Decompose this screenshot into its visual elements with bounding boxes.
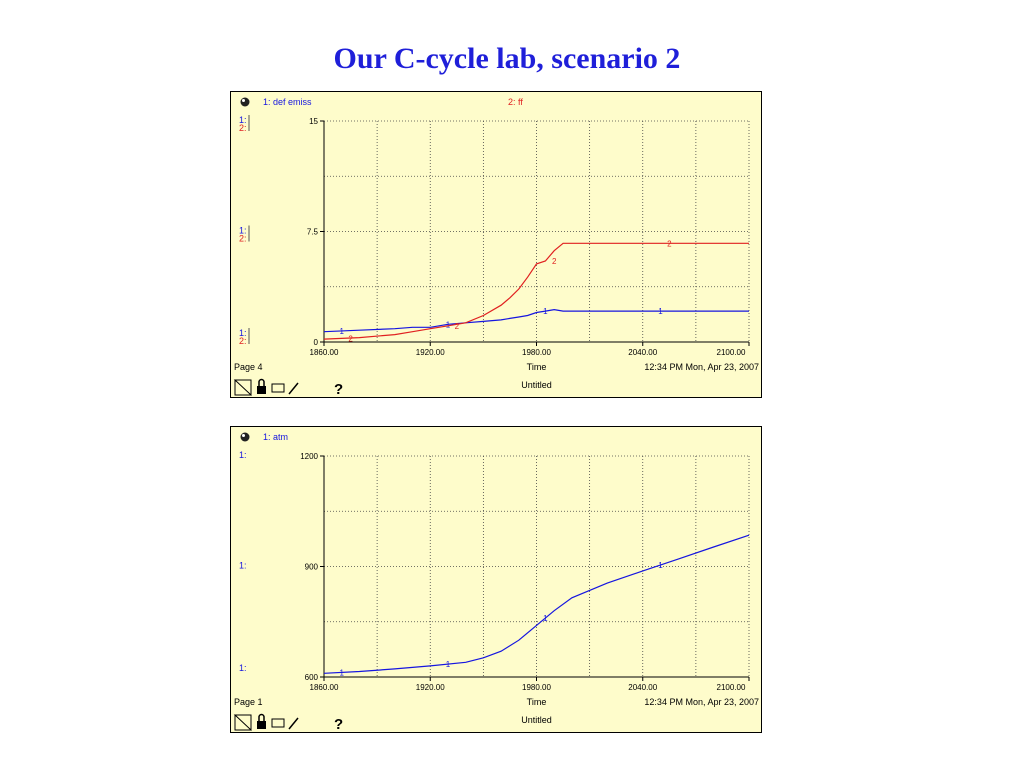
chart-def-emiss-ff: 1: def emiss 2: ff1:2:1:2:1:2:157.501860.… [233, 97, 759, 398]
print-icon [271, 383, 285, 393]
help-icon: ? [334, 381, 343, 398]
page-turn-icon [233, 714, 252, 732]
graph-subtitle: Untitled [521, 715, 552, 725]
graph-subtitle: Untitled [521, 380, 552, 390]
scale-label-s2-0: 2: [239, 123, 247, 133]
graph-pad-icon [240, 97, 250, 107]
y-tick-label-2: 0 [314, 338, 319, 347]
graph-pad-icon-highlight [242, 99, 245, 102]
graph-panel-page-4: 1: def emiss 2: ff 1: 2: 1: 2: 1: 2: 15 7.5 0 1860.… [230, 91, 762, 398]
y-tick-label-1: 7.5 [307, 228, 319, 237]
scale-label-s2-2: 2: [239, 336, 247, 346]
y-tick-label-0: 1200 [300, 452, 318, 461]
series-line-2 [323, 242, 749, 340]
series-marker-2-3: 2 [667, 239, 672, 248]
lock-icon-shackle [258, 378, 265, 386]
series-marker-1-1: 1 [446, 660, 451, 669]
scale-label-s1-0: 1: [239, 115, 247, 125]
page-label: Page 4 [234, 362, 263, 372]
series-line-1 [323, 308, 749, 333]
series-marker-1-2: 1 [543, 614, 548, 623]
magic-wand-icon [288, 382, 299, 395]
page-label: Page 1 [234, 697, 263, 707]
x-tick-label-1: 1920.00 [416, 348, 445, 357]
scale-label-s1-2: 1: [239, 328, 247, 338]
x-tick-label-3: 2040.00 [628, 348, 657, 357]
print-icon [271, 718, 285, 728]
magic-wand-icon [288, 717, 299, 730]
slide-title: Our C-cycle lab, scenario 2 [333, 42, 681, 75]
lock-icon [257, 386, 266, 394]
x-tick-label-0: 1860.00 [310, 683, 339, 692]
series-title-1: 1: atm [263, 432, 288, 442]
lock-icon-shackle [258, 713, 265, 721]
series-marker-1-0: 1 [339, 668, 344, 677]
scale-label-s2-1: 2: [239, 234, 247, 244]
x-axis-label: Time [527, 362, 547, 372]
x-tick-label-2: 1980.00 [522, 683, 551, 692]
x-tick-label-3: 2040.00 [628, 683, 657, 692]
timestamp: 12:34 PM Mon, Apr 23, 2007 [644, 697, 759, 707]
x-tick-label-2: 1980.00 [522, 348, 551, 357]
scale-label-s1-2: 1: [239, 663, 247, 673]
y-tick-label-1: 900 [305, 563, 319, 572]
timestamp: 12:34 PM Mon, Apr 23, 2007 [644, 362, 759, 372]
graph-panel-page-1: 1: atm 1: 1: 1: 1200 900 600 1860.00 1920.00 1980… [230, 426, 762, 733]
x-tick-label-4: 2100.00 [717, 683, 746, 692]
x-axis-label: Time [527, 697, 547, 707]
page-turn-icon [233, 379, 252, 397]
series-marker-2-0: 2 [348, 334, 353, 343]
series-marker-1-3: 1 [658, 307, 663, 316]
scale-label-s1-1: 1: [239, 226, 247, 236]
x-tick-label-4: 2100.00 [717, 348, 746, 357]
scale-label-s1-1: 1: [239, 561, 247, 571]
series-marker-1-2: 1 [543, 307, 548, 316]
series-marker-2-2: 2 [552, 257, 557, 266]
x-tick-label-1: 1920.00 [416, 683, 445, 692]
series-marker-1-1: 1 [446, 320, 451, 329]
graph-pad-icon-highlight [242, 434, 245, 437]
series-marker-2-1: 2 [455, 322, 460, 331]
graph-pad-icon [240, 432, 250, 442]
series-title-1: 1: def emiss [263, 97, 312, 107]
series-line-1 [323, 534, 750, 674]
lock-icon [257, 721, 266, 729]
x-tick-label-0: 1860.00 [310, 348, 339, 357]
y-tick-label-0: 15 [309, 117, 318, 126]
help-icon: ? [334, 716, 343, 733]
series-marker-1-3: 1 [658, 561, 663, 570]
series-marker-1-0: 1 [339, 327, 344, 336]
series-title-2: 2: ff [508, 97, 523, 107]
y-tick-label-2: 600 [305, 673, 319, 682]
scale-label-s1-0: 1: [239, 450, 247, 460]
